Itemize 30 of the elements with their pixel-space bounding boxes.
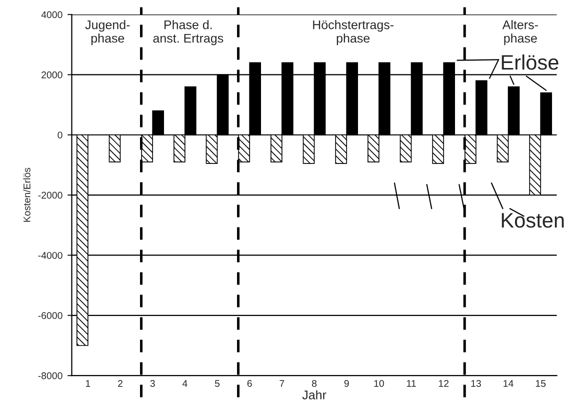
y-tick-label: 2000 — [42, 71, 62, 78]
annotation: Jugend- phase — [85, 20, 130, 46]
x-tick-label: 12 — [438, 380, 449, 387]
y-axis-title: Kosten/Erlös — [23, 168, 30, 222]
annotation: Höchstertrags- phase — [313, 20, 394, 46]
series-label: Kosten — [502, 213, 564, 228]
y-tick-label: -2000 — [38, 192, 62, 199]
x-tick-label: 15 — [536, 380, 546, 387]
x-tick-label: 14 — [504, 380, 514, 387]
x-tick-label: 7 — [280, 380, 284, 387]
y-tick-label: -8000 — [38, 372, 62, 380]
legend-label: Erlöse — [502, 54, 558, 70]
y-tick-label: 0 — [58, 132, 62, 138]
x-tick-label: 9 — [344, 380, 349, 387]
annotation: Alters- phase — [502, 20, 538, 46]
y-tick-label: -6000 — [38, 312, 62, 320]
x-tick-label: 6 — [247, 380, 252, 387]
x-tick-label: 10 — [374, 380, 384, 387]
x-axis-title: Jahr — [302, 390, 326, 400]
x-tick-label: 13 — [471, 380, 481, 387]
y-tick-label: 4000 — [41, 11, 62, 18]
x-tick-label: 4 — [182, 380, 188, 387]
annotation: Phase d. anst. Ertrags — [153, 20, 224, 46]
x-tick-label: 11 — [406, 380, 416, 387]
x-tick-label: 8 — [312, 380, 317, 387]
x-tick-label: 1 — [86, 380, 90, 387]
y-tick-label: -4000 — [38, 252, 62, 259]
x-tick-label: 2 — [118, 380, 122, 387]
x-tick-label: 3 — [150, 380, 155, 387]
x-tick-label: 5 — [214, 380, 220, 387]
